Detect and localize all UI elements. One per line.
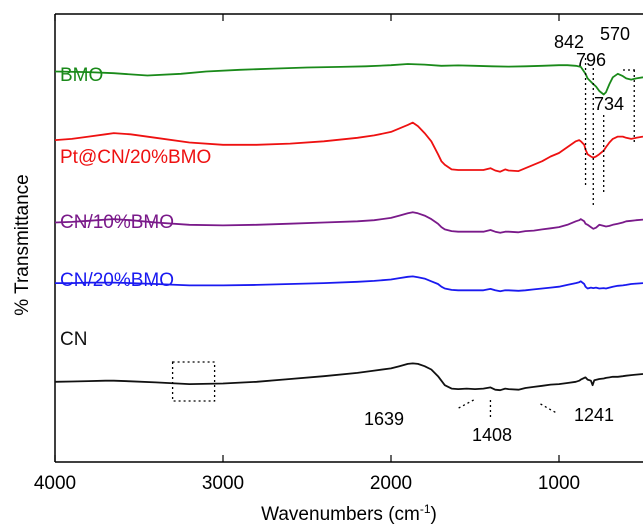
peak-label-1639: 1639 bbox=[364, 409, 404, 429]
series-label: CN bbox=[60, 329, 87, 350]
peak-label-734: 734 bbox=[594, 94, 624, 114]
series-label: Pt@CN/20%BMO bbox=[60, 147, 211, 168]
x-tick-label: 2000 bbox=[370, 473, 412, 494]
series-labels: BMO Pt@CN/20%BMO CN/10%BMO CN/20%BMO CN bbox=[60, 65, 211, 350]
series-line-cn bbox=[54, 362, 643, 392]
series-line-cn-20-bmo bbox=[55, 275, 643, 293]
peak-guide bbox=[540, 403, 557, 414]
x-tick-label: 1000 bbox=[538, 473, 580, 494]
y-axis-title: % Transmittance bbox=[12, 174, 33, 316]
series-lines bbox=[54, 63, 643, 392]
plot-frame bbox=[54, 13, 643, 463]
series-label: BMO bbox=[60, 65, 103, 86]
series-label: CN/10%BMO bbox=[60, 212, 174, 233]
x-tick-label: 3000 bbox=[202, 473, 244, 494]
series-line-pt-cn-20-bmo bbox=[54, 121, 643, 173]
x-tick-label: 4000 bbox=[34, 473, 76, 494]
series-label: CN/20%BMO bbox=[60, 270, 174, 291]
peak-label-1408: 1408 bbox=[472, 425, 512, 445]
x-axis-ticks: 4000 3000 2000 1000 bbox=[34, 14, 580, 494]
x-axis-title: Wavenumbers (cm-1) bbox=[261, 502, 437, 525]
peak-guide bbox=[458, 399, 474, 409]
peak-guides bbox=[171, 58, 637, 420]
peak-label-796: 796 bbox=[576, 50, 606, 70]
peak-label-1241: 1241 bbox=[574, 405, 614, 425]
series-line-bmo bbox=[54, 63, 643, 96]
highlight-box bbox=[171, 361, 216, 402]
peak-label-842: 842 bbox=[554, 32, 584, 52]
series-line-cn-10-bmo bbox=[54, 211, 643, 234]
peak-label-570: 570 bbox=[600, 24, 630, 44]
